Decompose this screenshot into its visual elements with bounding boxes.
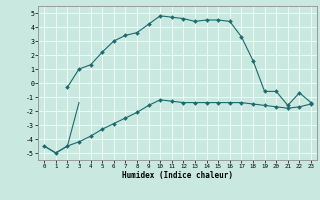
X-axis label: Humidex (Indice chaleur): Humidex (Indice chaleur)	[122, 171, 233, 180]
